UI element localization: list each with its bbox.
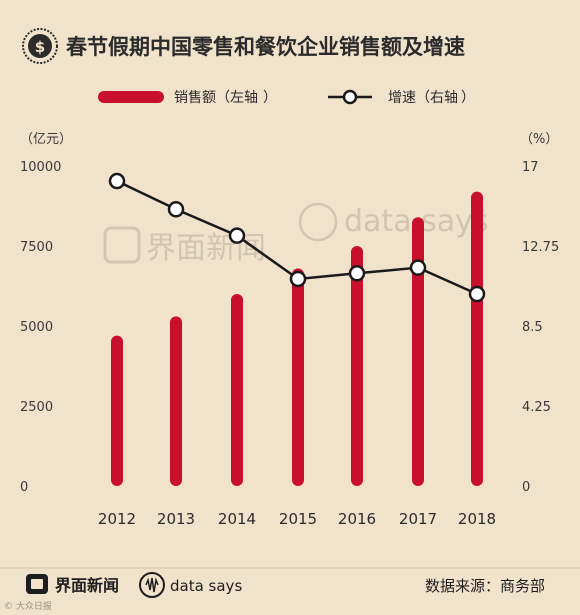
left-tick-label: 10000	[20, 160, 61, 175]
growth-marker	[228, 227, 246, 244]
header: $ 春节假期中国零售和餐饮企业销售额及增速	[22, 28, 465, 64]
left-axis-unit: （亿元）	[20, 132, 72, 147]
x-tick-label: 2018	[458, 510, 496, 528]
page-title: 春节假期中国零售和餐饮企业销售额及增速	[66, 35, 465, 59]
x-tick-label: 2012	[98, 510, 136, 528]
data-source: 数据来源：商务部	[425, 577, 545, 595]
footer: 界面新闻 data says 数据来源：商务部 © 大众日报	[0, 567, 580, 612]
x-tick-label: 2013	[157, 510, 195, 528]
left-tick-label: 5000	[20, 320, 53, 335]
legend-sales-close: ）	[263, 90, 277, 106]
svg-text:$: $	[35, 38, 45, 56]
growth-marker	[289, 270, 307, 288]
corner-mark: © 大众日报	[4, 600, 52, 612]
watermark: 界面新闻 data says	[103, 202, 489, 266]
right-tick-label: 17	[522, 160, 539, 175]
x-tick-label: 2016	[338, 510, 376, 528]
data-says-wave-icon	[139, 572, 165, 598]
legend: 销售额（左轴 ） 增速（右轴 ）	[98, 89, 475, 106]
growth-marker	[348, 265, 366, 282]
brand-logo-inner	[31, 579, 43, 589]
watermark-wave-icon	[298, 202, 338, 242]
right-axis: 17 12.75 8.5 4.25 0	[522, 160, 559, 495]
right-tick-label: 8.5	[522, 320, 543, 335]
left-axis: 10000 7500 5000 2500 0	[20, 160, 61, 495]
dollar-coin-icon: $	[22, 28, 58, 64]
x-tick-label: 2015	[279, 510, 317, 528]
footer-brand: 界面新闻	[55, 576, 119, 595]
legend-growth-label: 增速（右轴	[388, 90, 458, 106]
data-says-wave-path	[145, 577, 159, 593]
x-tick-label: 2014	[218, 510, 256, 528]
right-axis-unit: （%）	[520, 132, 558, 147]
legend-sales-label: 销售额（左轴	[174, 90, 258, 106]
right-tick-label: 0	[522, 480, 530, 495]
growth-markers	[108, 172, 486, 303]
footer-data-says: data says	[170, 577, 242, 595]
legend-growth-close: ）	[461, 90, 475, 106]
watermark-logo-icon	[103, 226, 141, 264]
growth-marker	[468, 285, 486, 303]
x-axis: 2012 2013 2014 2015 2016 2017 2018	[98, 510, 496, 528]
growth-marker	[409, 259, 427, 276]
growth-marker	[108, 172, 126, 190]
left-tick-label: 2500	[20, 400, 53, 415]
growth-marker	[167, 201, 185, 218]
right-tick-label: 12.75	[522, 240, 559, 255]
x-tick-label: 2017	[399, 510, 437, 528]
watermark-brand: 界面新闻	[146, 231, 266, 266]
legend-line-marker	[342, 89, 358, 105]
right-tick-label: 4.25	[522, 400, 551, 415]
left-tick-label: 7500	[20, 240, 53, 255]
left-tick-label: 0	[20, 480, 28, 495]
